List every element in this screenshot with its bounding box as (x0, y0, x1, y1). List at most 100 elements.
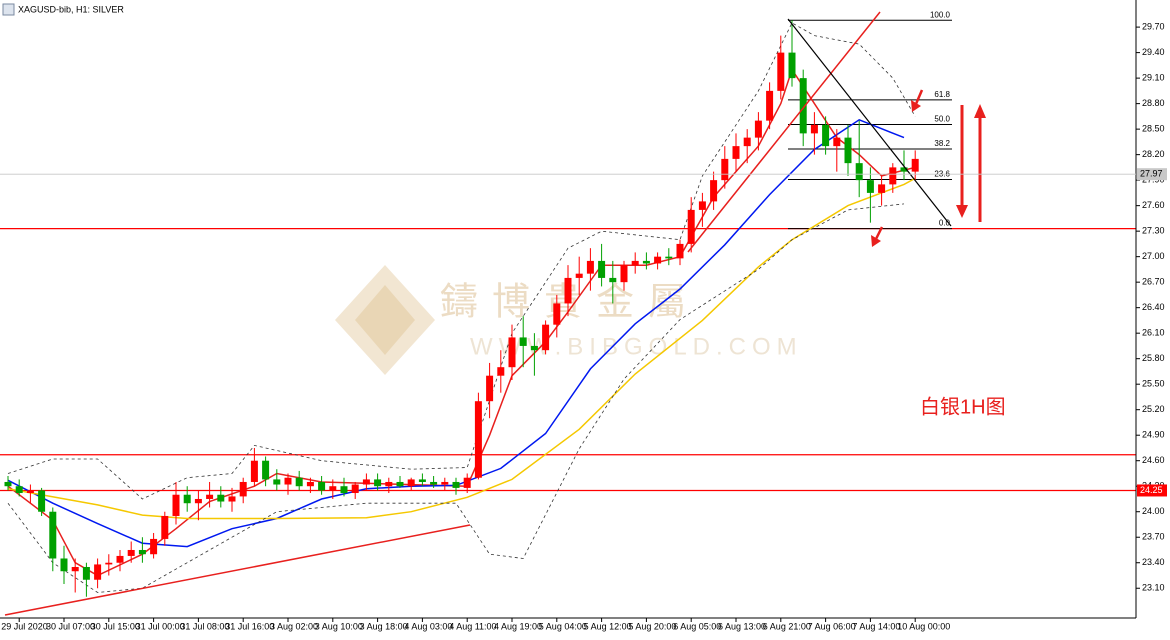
x-tick-label: 31 Jul 00:00 (136, 621, 185, 631)
candle-body (508, 337, 516, 368)
candle-body (463, 477, 471, 488)
candle-body (766, 90, 774, 121)
watermark: 鑄博貴金屬 WWW.BIBGOLD.COM (335, 265, 797, 375)
watermark-logo-inner (355, 285, 415, 355)
indicator-line (7, 22, 916, 500)
candle-body (799, 78, 807, 134)
x-tick-label: 5 Aug 20:00 (628, 621, 676, 631)
candle-body (362, 479, 370, 485)
y-tick-label: 27.00 (1142, 251, 1165, 261)
x-tick-label: 3 Aug 02:00 (270, 621, 318, 631)
x-tick-label: 31 Jul 08:00 (180, 621, 229, 631)
candle-body (575, 273, 583, 278)
candle-body (586, 260, 594, 274)
price-marker (1137, 168, 1167, 181)
candle-body (49, 511, 57, 559)
price-marker (1137, 484, 1167, 497)
candle-body (250, 460, 258, 482)
x-tick-label: 5 Aug 04:00 (539, 621, 587, 631)
candle-body (698, 201, 706, 210)
candle-body (889, 167, 897, 185)
y-tick-label: 29.70 (1142, 21, 1165, 31)
candle-body (754, 120, 762, 138)
x-tick-label: 30 Jul 07:00 (46, 621, 95, 631)
y-tick-label: 27.30 (1142, 226, 1165, 236)
candle-body (844, 137, 852, 164)
candle-body (654, 256, 662, 264)
candle-body (418, 479, 426, 482)
candle-body (262, 460, 270, 480)
candle-body (127, 549, 135, 556)
chart-title: XAGUSD-bib, H1: SILVER (18, 4, 124, 14)
y-tick-label: 29.10 (1142, 72, 1165, 82)
y-tick-label: 24.90 (1142, 430, 1165, 440)
y-tick-label: 24.60 (1142, 455, 1165, 465)
candle-body (194, 498, 202, 504)
x-tick-label: 30 Jul 15:00 (91, 621, 140, 631)
candle-body (295, 477, 303, 487)
candle-body (407, 479, 415, 487)
candle-body (206, 494, 214, 499)
candle-body (329, 486, 337, 491)
candle-body (542, 324, 550, 351)
arrow-head (956, 205, 968, 218)
candle-body (486, 375, 494, 402)
candle-body (609, 277, 617, 283)
fib-label: 38.2 (934, 139, 950, 148)
x-tick-label: 7 Aug 14:00 (852, 621, 900, 631)
fib-label: 50.0 (934, 115, 950, 124)
x-tick-label: 4 Aug 11:00 (449, 621, 496, 631)
candle-body (172, 494, 180, 516)
candle-body (105, 562, 113, 565)
x-tick-label: 3 Aug 10:00 (315, 621, 363, 631)
candle-body (430, 481, 438, 485)
candle-body (911, 158, 919, 172)
x-tick-label: 5 Aug 12:00 (584, 621, 632, 631)
candle-body (866, 180, 874, 193)
candle-body (687, 209, 695, 244)
y-tick-label: 28.20 (1142, 149, 1165, 159)
candle-body (452, 481, 460, 488)
x-tick-label: 6 Aug 21:00 (763, 621, 811, 631)
candle-body (284, 477, 292, 485)
candle-body (94, 564, 102, 580)
candle-body (351, 484, 359, 494)
candle-body (732, 146, 740, 159)
candle-body (721, 158, 729, 181)
candle-body (878, 184, 886, 193)
candle-body (530, 345, 538, 351)
y-tick-label: 25.50 (1142, 379, 1165, 389)
y-tick-label: 23.10 (1142, 583, 1165, 593)
candle-body (161, 515, 169, 539)
y-tick-label: 25.20 (1142, 404, 1165, 414)
candle-body (642, 260, 650, 264)
candle-body (38, 490, 46, 512)
y-tick-label: 28.50 (1142, 124, 1165, 134)
candle-body (396, 481, 404, 487)
y-tick-label: 29.40 (1142, 47, 1165, 57)
candle-body (519, 337, 527, 346)
candle-body (810, 124, 818, 134)
candle-body (26, 490, 34, 494)
arrow-head (871, 235, 881, 247)
candle-body (710, 180, 718, 202)
candle-body (822, 124, 830, 147)
y-tick-label: 25.80 (1142, 353, 1165, 363)
candle-body (385, 481, 393, 487)
x-tick-label: 4 Aug 03:00 (404, 621, 452, 631)
candle-body (60, 558, 68, 572)
candle-body (631, 260, 639, 266)
plot-area: 100.061.850.038.223.60.0 (0, 10, 1136, 597)
candle-body (150, 538, 158, 555)
candle-body (183, 494, 191, 504)
arrow (914, 89, 924, 105)
x-tick-label: 31 Jul 16:00 (225, 621, 274, 631)
candle-body (553, 303, 561, 325)
candle-body (116, 555, 124, 563)
indicator-line (7, 203, 905, 593)
x-tick-label: 4 Aug 19:00 (494, 621, 542, 631)
candle-body (71, 566, 79, 572)
trendline (687, 11, 881, 253)
